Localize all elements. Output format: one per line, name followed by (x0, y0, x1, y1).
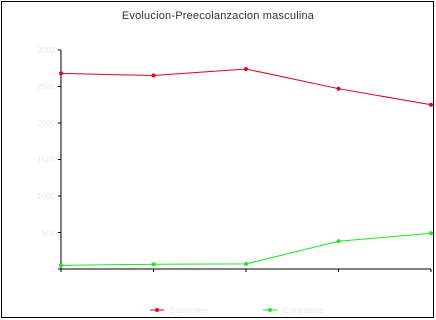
legend-label: Extranjeros (283, 306, 323, 315)
data-point (59, 71, 63, 76)
data-point (59, 263, 63, 268)
legend-label: Espanoles (170, 306, 207, 315)
y-tick-label: 0 (51, 265, 56, 274)
legend-marker-point (155, 308, 159, 312)
data-point (244, 66, 248, 71)
data-point (336, 86, 341, 91)
data-point (244, 261, 248, 266)
legend-marker-point (268, 308, 272, 312)
y-tick-label: 1500 (37, 156, 55, 165)
y-tick-label: 2500 (37, 83, 55, 92)
series-line-1 (60, 232, 432, 266)
y-tick-label: 500 (42, 229, 56, 238)
data-point (429, 231, 433, 236)
data-point (151, 73, 156, 78)
series-line-0 (60, 68, 432, 106)
chart-title: Evolucion-Preecolanzacion masculina (121, 10, 315, 22)
y-tick-label: 2000 (37, 119, 55, 128)
y-tick-label: 1000 (37, 192, 55, 201)
data-point (151, 262, 156, 267)
data-point (429, 102, 433, 107)
data-point (336, 239, 341, 244)
y-tick-label: 3000 (37, 46, 55, 55)
